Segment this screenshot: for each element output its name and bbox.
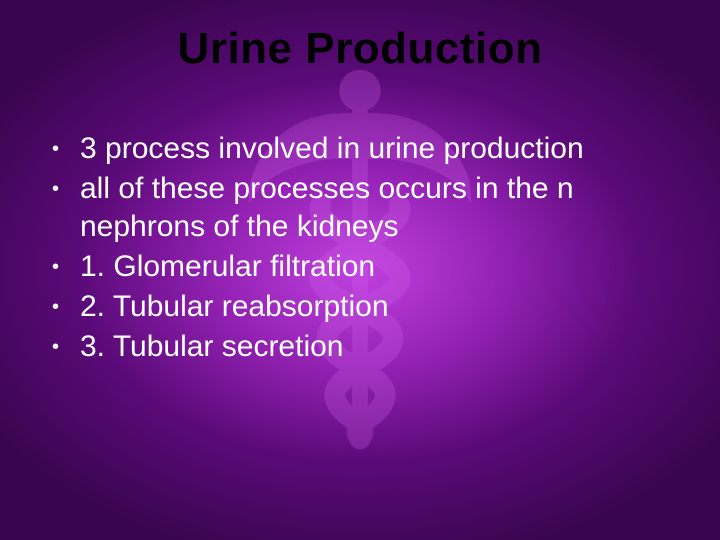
list-item: • 1. Glomerular filtration [46, 248, 680, 286]
bullet-text: 3. Tubular secretion [80, 328, 343, 366]
bullet-text: all of these processes occurs in the n n… [80, 170, 680, 246]
list-item: • 3 process involved in urine production [46, 130, 680, 168]
bullet-text: 3 process involved in urine production [80, 130, 584, 168]
bullet-text: 1. Glomerular filtration [80, 248, 375, 286]
bullet-marker: • [46, 288, 80, 326]
slide-title: Urine Production [0, 24, 720, 74]
bullet-list: • 3 process involved in urine production… [46, 130, 680, 368]
bullet-marker: • [46, 248, 80, 286]
list-item: • 3. Tubular secretion [46, 328, 680, 366]
bullet-marker: • [46, 328, 80, 366]
slide: Urine Production • 3 process involved in… [0, 0, 720, 540]
list-item: • 2. Tubular reabsorption [46, 288, 680, 326]
list-item: • all of these processes occurs in the n… [46, 170, 680, 246]
bullet-text: 2. Tubular reabsorption [80, 288, 389, 326]
bullet-marker: • [46, 130, 80, 168]
bullet-marker: • [46, 170, 80, 208]
